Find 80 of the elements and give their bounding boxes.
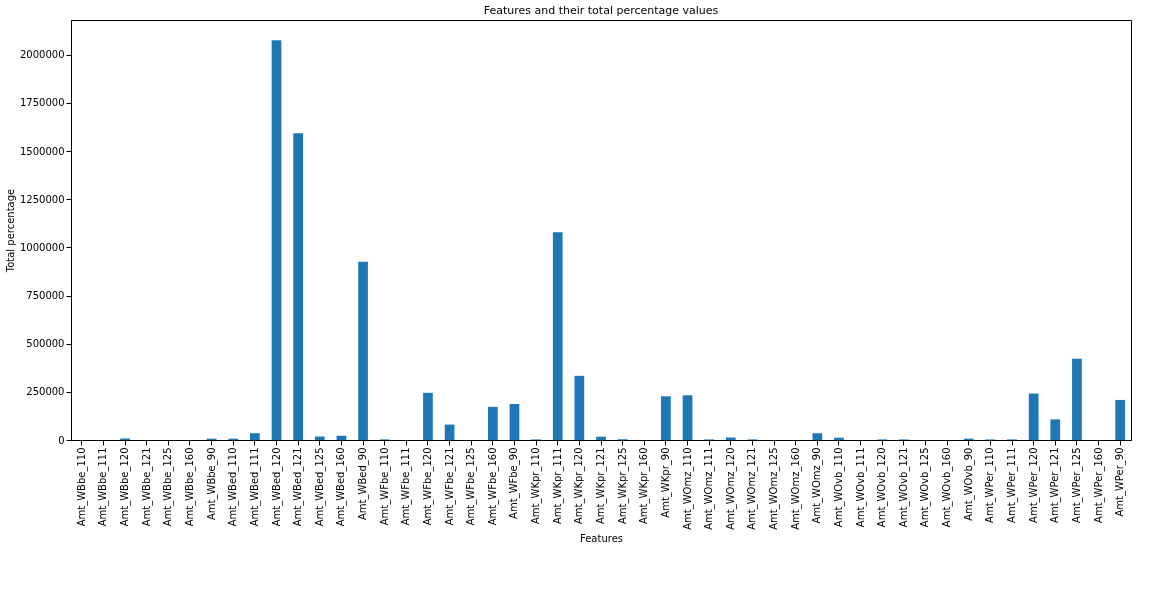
y-tick-label: 1250000 — [19, 193, 65, 205]
y-tick-label: 2000000 — [19, 49, 65, 61]
x-tick-label: Amt_WPer_121 — [1049, 447, 1062, 523]
bar — [487, 406, 498, 440]
x-tick-label: Amt_WBbe_121 — [140, 447, 153, 527]
x-tick-label: Amt_WKpr_111 — [551, 447, 564, 524]
x-tick-label: Amt_WOvb_90 — [962, 447, 975, 521]
x-tick-label: Amt_WOvb_125 — [919, 447, 932, 528]
y-tick-label: 500000 — [26, 338, 65, 350]
x-tick-label: Amt_WBbe_160 — [183, 447, 196, 527]
x-tick-label: Amt_WPer_90 — [1114, 447, 1127, 517]
x-tick-label: Amt_WKpr_160 — [638, 447, 651, 524]
x-tick-label: Amt_WFbe_120 — [421, 447, 434, 526]
x-tick-label: Amt_WFbe_121 — [443, 447, 456, 526]
bar — [1028, 393, 1039, 440]
y-tick-label: 1500000 — [19, 145, 65, 157]
x-tick-label: Amt_WBed_110 — [227, 447, 240, 527]
x-tick-label: Amt_WPer_160 — [1092, 447, 1105, 523]
bar — [1072, 358, 1082, 440]
x-tick-label: Amt_WKpr_110 — [530, 447, 543, 524]
x-tick-label: Amt_WFbe_160 — [486, 447, 499, 526]
x-tick-label: Amt_WOmz_110 — [681, 447, 694, 530]
x-tick-label: Amt_WPer_125 — [1070, 447, 1083, 523]
bar — [682, 395, 693, 440]
bar — [423, 392, 433, 440]
x-tick-label: Amt_WOmz_90 — [811, 447, 824, 524]
x-tick-label: Amt_WBed_121 — [292, 447, 305, 527]
bar — [1115, 399, 1126, 440]
x-tick-label: Amt_WBbe_110 — [75, 447, 88, 527]
x-tick-label: Amt_WBed_90 — [357, 447, 370, 520]
x-tick-label: Amt_WBed_125 — [313, 447, 326, 527]
y-axis-title: Total percentage — [4, 188, 16, 274]
x-tick-label: Amt_WFbe_125 — [465, 447, 478, 526]
x-axis-title: Features — [580, 532, 623, 544]
bar — [812, 433, 823, 440]
bar — [250, 433, 260, 440]
x-tick-label: Amt_WOvb_111 — [854, 447, 867, 528]
x-tick-label: Amt_WOvb_110 — [832, 447, 845, 528]
bar — [444, 424, 455, 440]
x-tick-label: Amt_WPer_111 — [1006, 447, 1019, 523]
chart-title: Features and their total percentage values — [483, 4, 719, 17]
bar — [661, 396, 671, 440]
x-tick-label: Amt_WOmz_111 — [703, 447, 716, 530]
x-tick-label: Amt_WOmz_160 — [789, 447, 802, 530]
x-tick-label: Amt_WOvb_120 — [876, 447, 889, 528]
bar — [552, 232, 563, 440]
bar — [1050, 419, 1061, 440]
x-tick-label: Amt_WBbe_125 — [162, 447, 175, 527]
x-tick-label: Amt_WBbe_90 — [205, 447, 218, 520]
x-tick-label: Amt_WKpr_90 — [659, 447, 672, 518]
x-tick-label: Amt_WFbe_90 — [508, 447, 521, 519]
bar — [725, 437, 736, 440]
x-tick-label: Amt_WOmz_120 — [724, 447, 737, 530]
y-tick-label: 0 — [58, 434, 65, 446]
x-tick-label: Amt_WBbe_120 — [119, 447, 132, 527]
bar — [574, 375, 585, 440]
x-tick-label: Amt_WBed_120 — [270, 447, 283, 527]
y-tick-label: 1000000 — [19, 241, 65, 253]
x-tick-label: Amt_WBbe_111 — [97, 447, 110, 527]
x-tick-label: Amt_WFbe_111 — [400, 447, 413, 526]
bar — [596, 436, 606, 440]
x-tick-label: Amt_WBed_111 — [248, 447, 261, 527]
x-tick-label: Amt_WKpr_121 — [595, 447, 607, 524]
bar — [293, 133, 304, 440]
y-tick-label: 1750000 — [19, 97, 65, 109]
x-tick-label: Amt_WKpr_120 — [573, 447, 586, 524]
bar — [271, 40, 282, 440]
x-tick-label: Amt_WFbe_110 — [378, 447, 391, 526]
x-tick-label: Amt_WBed_160 — [335, 447, 348, 527]
x-tick-label: Amt_WOmz_121 — [746, 447, 759, 530]
x-tick-label: Amt_WOvb_121 — [897, 447, 910, 528]
y-tick-label: 750000 — [26, 290, 65, 301]
x-tick-label: Amt_WKpr_125 — [616, 447, 629, 524]
x-tick-label: Amt_WPer_120 — [1027, 447, 1040, 523]
bar — [509, 403, 520, 440]
x-tick-label: Amt_WPer_110 — [984, 447, 997, 523]
x-tick-label: Amt_WOmz_125 — [768, 447, 781, 530]
x-tick-label: Amt_WOvb_160 — [941, 447, 954, 528]
bar — [358, 261, 368, 440]
y-tick-label: 250000 — [26, 386, 65, 398]
